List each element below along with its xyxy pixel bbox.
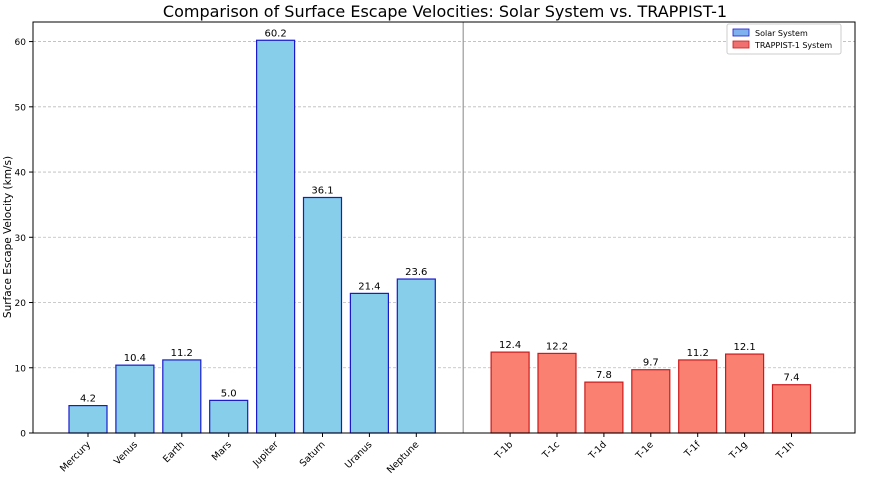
bar — [396, 278, 436, 434]
x-tick-label: T-1d — [586, 439, 609, 462]
y-tick-label: 0 — [20, 430, 26, 440]
y-tick-label: 30 — [15, 234, 27, 244]
bar — [209, 399, 249, 434]
data-label: 4.2 — [80, 394, 96, 405]
bar — [771, 384, 812, 434]
bar — [537, 352, 577, 434]
data-label: 11.2 — [171, 348, 193, 359]
x-tick-label: Earth — [161, 439, 187, 465]
x-tick-label: T-1b — [492, 439, 515, 462]
data-label: 10.4 — [124, 353, 146, 364]
data-label: 12.2 — [546, 341, 568, 352]
bar — [68, 405, 108, 434]
chart-title: Comparison of Surface Escape Velocities:… — [163, 2, 727, 21]
legend-label: Solar System — [755, 29, 808, 38]
bar — [490, 351, 530, 434]
bar — [302, 196, 343, 434]
data-label: 5.0 — [221, 388, 237, 399]
x-tick-label: T-1f — [682, 439, 703, 460]
legend-swatch — [732, 28, 750, 37]
data-label: 9.7 — [643, 358, 659, 369]
legend: Solar System TRAPPIST-1 System — [726, 23, 842, 55]
data-label: 7.4 — [784, 373, 800, 384]
bar — [115, 364, 155, 434]
data-label: 12.4 — [499, 340, 521, 351]
y-tick-label: 50 — [15, 103, 27, 113]
legend-label: TRAPPIST-1 System — [754, 41, 832, 50]
bar — [631, 369, 671, 434]
x-tick-label: Venus — [112, 439, 140, 467]
plot-frame — [32, 21, 856, 434]
bar — [678, 359, 718, 434]
y-tick-label: 20 — [15, 299, 27, 309]
data-label: 12.1 — [733, 342, 755, 353]
y-tick-label: 60 — [15, 38, 27, 48]
x-tick-label: Neptune — [385, 439, 422, 474]
data-label: 36.1 — [311, 185, 333, 196]
y-tick-label: 10 — [15, 364, 27, 374]
bar — [349, 292, 389, 434]
x-tick-label: T-1h — [774, 439, 797, 462]
y-tick-label: 40 — [15, 169, 27, 179]
data-label: 11.2 — [687, 348, 709, 359]
bar — [584, 381, 624, 434]
data-label: 60.2 — [264, 28, 286, 39]
x-tick-label: T-1e — [633, 439, 656, 462]
data-label: 21.4 — [358, 281, 380, 292]
bar — [256, 39, 296, 434]
bar — [724, 353, 765, 434]
x-tick-label: Mercury — [58, 439, 93, 474]
legend-box — [726, 23, 842, 55]
data-label: 7.8 — [596, 370, 612, 381]
x-tick-label: Saturn — [298, 439, 328, 469]
x-tick-label: Jupiter — [250, 439, 280, 469]
x-tick-label: Uranus — [343, 439, 375, 471]
data-label: 23.6 — [405, 267, 427, 278]
legend-swatch — [732, 40, 750, 49]
x-tick-label: T-1g — [727, 439, 750, 462]
x-tick-label: T-1c — [540, 439, 562, 461]
y-axis-label: Surface Escape Velocity (km/s) — [2, 156, 14, 318]
bar — [162, 359, 202, 434]
x-tick-label: Mars — [210, 439, 234, 463]
